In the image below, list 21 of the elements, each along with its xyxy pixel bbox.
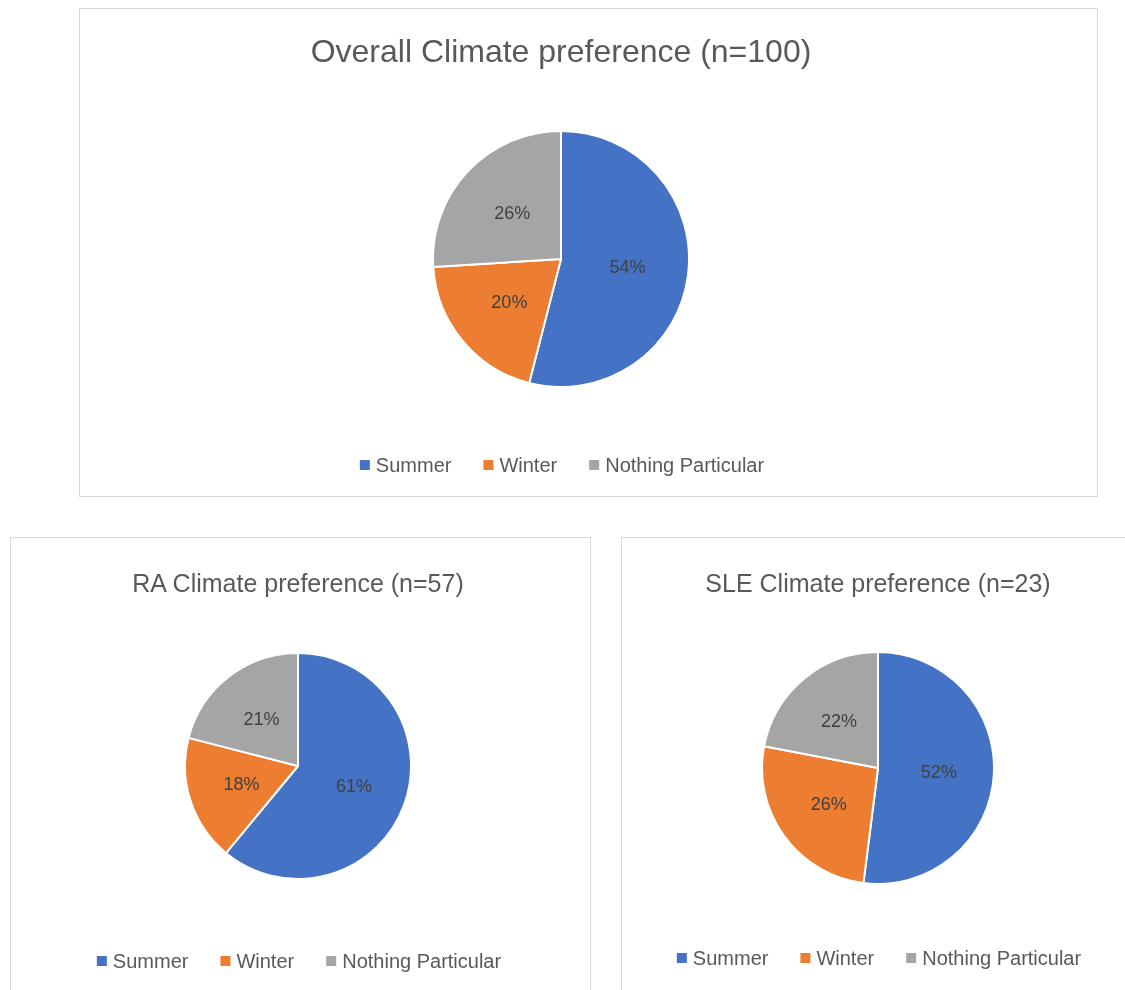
data-label: 21%	[243, 708, 280, 729]
legend-label: Winter	[816, 947, 875, 969]
data-label: 26%	[494, 203, 531, 224]
data-label: 20%	[491, 291, 528, 312]
data-label: 26%	[810, 793, 847, 814]
legend-label: Winter	[236, 950, 295, 972]
legend-label: Nothing Particular	[922, 947, 1082, 969]
data-label: 52%	[920, 761, 957, 782]
chart-title: Overall Climate preference (n=100)	[310, 33, 812, 69]
chart-title: RA Climate preference (n=57)	[132, 568, 464, 597]
data-label: 54%	[609, 257, 646, 278]
legend-label: Summer	[112, 950, 189, 972]
data-label: 22%	[821, 711, 858, 731]
legend-label: Summer	[375, 454, 452, 476]
data-label: 61%	[335, 776, 372, 797]
data-label: 18%	[223, 774, 260, 795]
legend-label: Summer	[692, 947, 769, 969]
chart-title: SLE Climate preference (n=23)	[705, 568, 1051, 597]
legend-label: Nothing Particular	[605, 454, 765, 476]
legend-label: Nothing Particular	[342, 950, 502, 972]
legend-label: Winter	[499, 454, 558, 476]
